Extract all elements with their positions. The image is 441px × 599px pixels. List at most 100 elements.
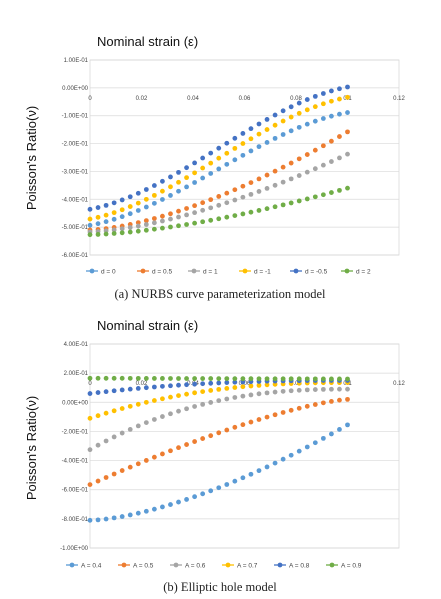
data-point bbox=[329, 138, 334, 144]
data-point bbox=[248, 383, 254, 389]
x-tick-label: 0.02 bbox=[136, 96, 148, 102]
data-point bbox=[232, 157, 238, 163]
data-point bbox=[87, 517, 93, 523]
series-d-0 bbox=[87, 110, 350, 228]
data-point bbox=[320, 192, 326, 198]
data-point bbox=[320, 376, 326, 382]
data-point bbox=[345, 129, 350, 135]
data-point bbox=[240, 211, 246, 217]
data-point bbox=[337, 111, 342, 117]
data-point bbox=[288, 407, 294, 413]
data-point bbox=[240, 393, 246, 399]
data-point bbox=[248, 392, 254, 398]
data-point bbox=[111, 216, 117, 222]
data-point bbox=[216, 194, 222, 199]
data-point bbox=[272, 376, 278, 382]
data-point bbox=[312, 93, 318, 99]
y-tick-label: -2.00E-01 bbox=[62, 142, 89, 148]
data-point bbox=[232, 379, 238, 385]
data-point bbox=[208, 160, 214, 166]
data-point bbox=[304, 387, 310, 393]
data-point bbox=[216, 202, 222, 208]
data-point bbox=[345, 376, 350, 382]
data-point bbox=[337, 376, 342, 382]
data-point bbox=[184, 165, 189, 171]
data-point bbox=[103, 219, 109, 225]
data-point bbox=[256, 382, 262, 388]
data-point bbox=[103, 212, 109, 218]
data-point bbox=[312, 166, 318, 172]
y-tick-label: 1.00E-01 bbox=[64, 58, 89, 64]
data-point bbox=[200, 165, 206, 171]
data-point bbox=[103, 516, 109, 522]
data-point bbox=[337, 86, 342, 92]
data-point bbox=[160, 383, 165, 389]
data-point bbox=[256, 391, 262, 397]
data-point bbox=[111, 375, 117, 381]
x-tick-label: 0.06 bbox=[239, 381, 251, 387]
data-point bbox=[280, 132, 286, 137]
legend-swatch-marker bbox=[329, 562, 335, 568]
data-point bbox=[168, 224, 173, 230]
x-tick-label: 0 bbox=[88, 381, 92, 387]
data-point bbox=[312, 147, 318, 153]
data-point bbox=[200, 436, 206, 441]
data-point bbox=[143, 222, 149, 227]
data-point bbox=[119, 375, 125, 381]
data-point bbox=[176, 393, 181, 399]
series-a-0-9 bbox=[87, 375, 350, 382]
data-point bbox=[95, 517, 101, 523]
data-point bbox=[192, 210, 198, 216]
data-point bbox=[208, 150, 214, 156]
data-point bbox=[240, 183, 246, 189]
data-point bbox=[168, 174, 173, 180]
data-point bbox=[119, 226, 125, 232]
y-tick-label: -4.00E-01 bbox=[62, 197, 89, 203]
data-point bbox=[264, 140, 270, 145]
data-point bbox=[320, 91, 326, 96]
chart-a-series bbox=[87, 84, 350, 238]
data-point bbox=[192, 381, 198, 387]
data-point bbox=[312, 402, 318, 407]
data-point bbox=[135, 385, 141, 391]
caption-a: (a) NURBS curve parameterization model bbox=[114, 287, 326, 301]
data-point bbox=[224, 396, 230, 402]
chart-b-title: Nominal strain (ε) bbox=[97, 318, 198, 333]
data-point bbox=[192, 203, 198, 209]
data-point bbox=[135, 461, 141, 467]
data-point bbox=[256, 417, 262, 422]
legend-item: A = 0.4 bbox=[66, 562, 102, 569]
data-point bbox=[248, 376, 254, 382]
data-point bbox=[87, 232, 93, 238]
data-point bbox=[184, 376, 189, 381]
data-point bbox=[216, 386, 222, 392]
data-point bbox=[176, 376, 181, 381]
data-point bbox=[95, 375, 101, 381]
data-point bbox=[151, 216, 157, 221]
series-a-0-8 bbox=[87, 378, 350, 396]
data-point bbox=[111, 231, 117, 236]
data-point bbox=[208, 197, 214, 203]
data-point bbox=[143, 420, 149, 426]
data-point bbox=[337, 96, 342, 102]
data-point bbox=[208, 433, 214, 439]
data-point bbox=[224, 200, 230, 206]
data-point bbox=[264, 390, 270, 396]
data-point bbox=[200, 175, 206, 181]
data-point bbox=[127, 426, 133, 432]
data-point bbox=[135, 510, 141, 516]
data-point bbox=[119, 230, 125, 236]
data-point bbox=[200, 219, 206, 225]
data-point bbox=[192, 404, 198, 409]
data-point bbox=[304, 169, 310, 175]
data-point bbox=[345, 110, 350, 115]
data-point bbox=[337, 155, 342, 161]
data-point bbox=[224, 376, 230, 382]
data-point bbox=[200, 155, 206, 161]
data-point bbox=[264, 127, 270, 132]
data-point bbox=[168, 184, 173, 190]
data-point bbox=[184, 222, 189, 227]
data-point bbox=[103, 231, 109, 237]
legend-label: d = 0 bbox=[101, 268, 116, 275]
data-point bbox=[127, 204, 133, 209]
